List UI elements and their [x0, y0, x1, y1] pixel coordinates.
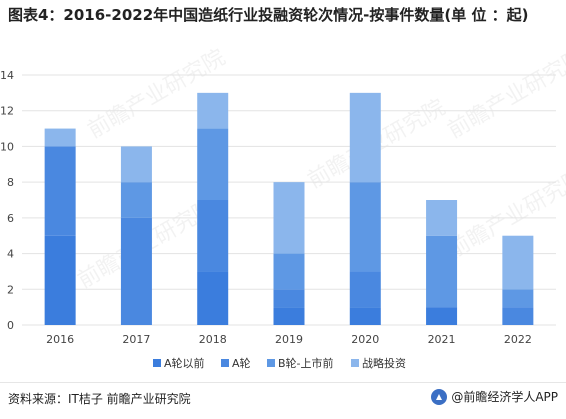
- bar-segment: [197, 128, 229, 200]
- bar-segment: [426, 307, 458, 325]
- bar-segment: [197, 271, 229, 325]
- bar-segment: [502, 235, 534, 290]
- watermark-text: 前瞻产业研究院: [444, 45, 566, 144]
- legend-swatch: [153, 359, 161, 367]
- chart-title: 图表4：2016-2022年中国造纸行业投融资轮次情况-按事件数量(单 位 ：起…: [8, 6, 529, 24]
- bar-segment: [197, 200, 229, 272]
- x-tick-label: 2020: [351, 333, 379, 346]
- bar-segment: [502, 307, 534, 325]
- bar-segment: [120, 182, 152, 218]
- y-tick-label: 10: [0, 140, 14, 153]
- bar-segment: [273, 253, 305, 290]
- brand-credit: @前瞻经济学人APP: [431, 388, 558, 405]
- bar-segment: [273, 182, 305, 254]
- y-tick-label: 4: [7, 248, 14, 261]
- bar-segment: [349, 271, 381, 308]
- bar-segment: [273, 307, 305, 325]
- bar-segment: [120, 146, 152, 183]
- bar-segment: [44, 146, 76, 236]
- bar-segment: [197, 92, 229, 129]
- x-tick-label: 2022: [504, 333, 532, 346]
- x-tick-label: 2017: [122, 333, 150, 346]
- legend-label: A轮: [232, 356, 251, 370]
- legend-label: B轮-上市前: [278, 356, 334, 370]
- x-tick-label: 2018: [199, 333, 227, 346]
- bar-segment: [426, 200, 458, 236]
- footer-divider: [0, 382, 566, 383]
- x-tick-label: 2016: [46, 333, 74, 346]
- bar-segment: [120, 217, 152, 325]
- bar-segment: [349, 92, 381, 183]
- legend-swatch: [221, 359, 229, 367]
- legend-swatch: [351, 359, 359, 367]
- legend-label: 战略投资: [362, 356, 406, 370]
- x-tick-label: 2021: [428, 333, 456, 346]
- y-tick-label: 14: [0, 69, 14, 82]
- y-tick-label: 0: [7, 319, 14, 332]
- legend-label: A轮以前: [164, 356, 205, 370]
- x-tick-label: 2019: [275, 333, 303, 346]
- bar-segment: [44, 235, 76, 325]
- brand-label: @前瞻经济学人APP: [451, 390, 558, 404]
- bar-segment: [273, 289, 305, 308]
- y-tick-label: 2: [7, 283, 14, 296]
- source-note: 资料来源：IT桔子 前瞻产业研究院: [8, 392, 191, 406]
- y-tick-label: 12: [0, 105, 14, 118]
- brand-logo-icon: [431, 388, 448, 405]
- bar-segment: [349, 182, 381, 272]
- legend-swatch: [267, 359, 275, 367]
- bar-segment: [502, 289, 534, 308]
- y-tick-label: 6: [7, 212, 14, 225]
- bar-segment: [349, 307, 381, 325]
- bar-segment: [426, 235, 458, 308]
- bar-segment: [44, 128, 76, 147]
- y-tick-label: 8: [7, 176, 14, 189]
